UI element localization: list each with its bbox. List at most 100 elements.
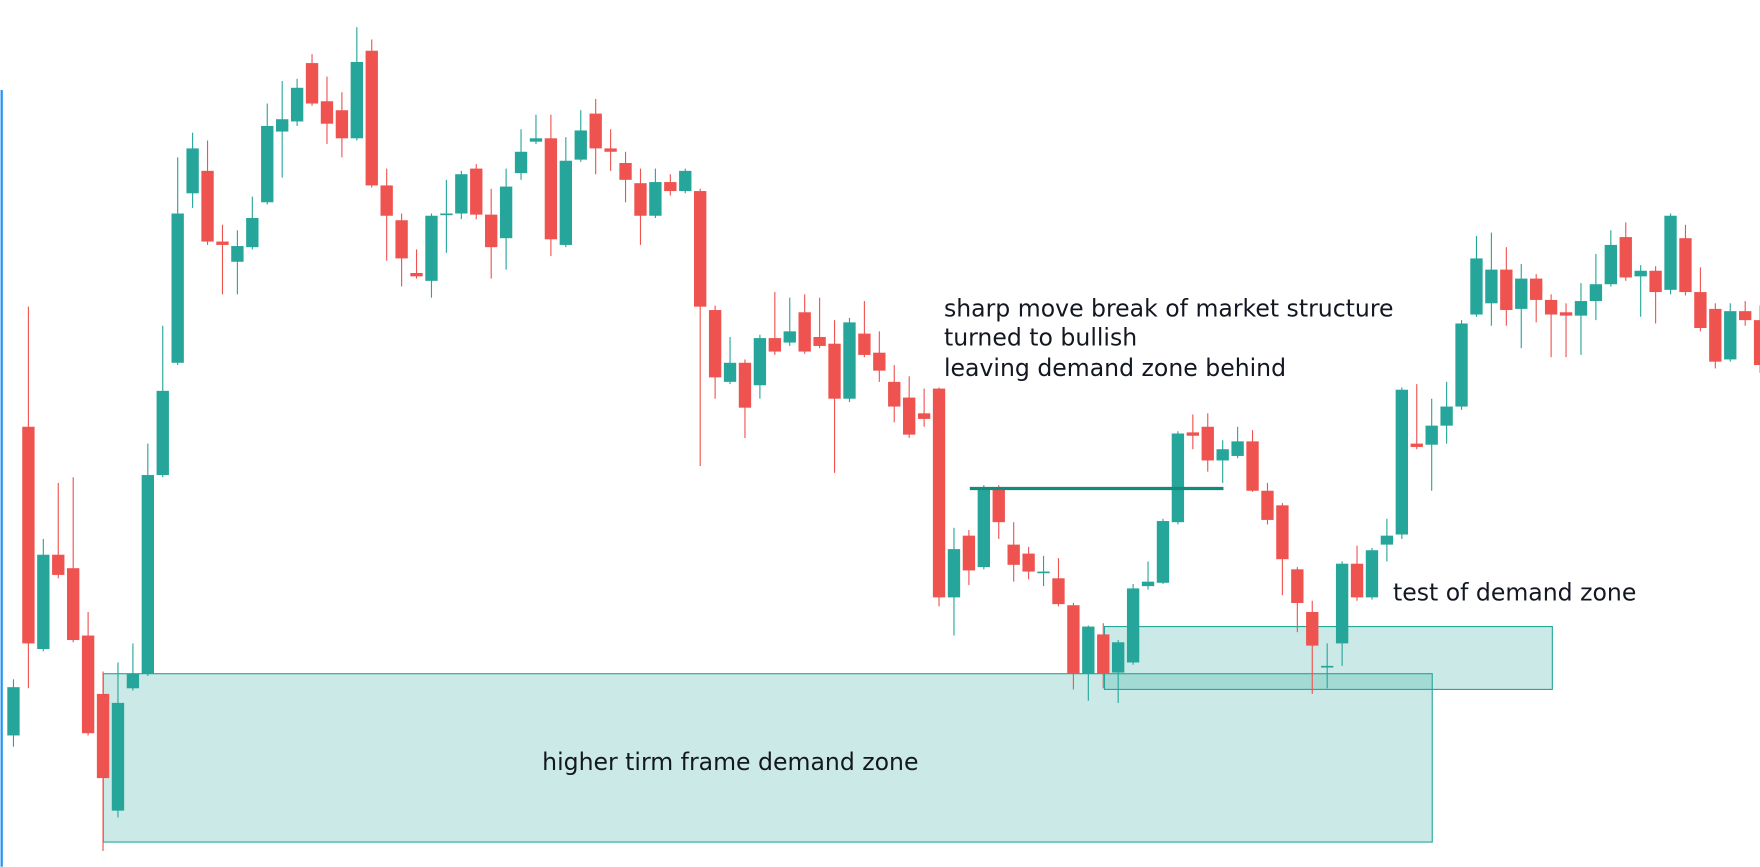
candle-body: [1350, 563, 1364, 598]
candle-body: [843, 322, 856, 399]
candle-body: [559, 160, 572, 245]
candle-body: [873, 352, 886, 371]
candle-body: [813, 336, 826, 346]
annotation: higher tirm frame demand zone: [542, 748, 918, 776]
candle-body: [1201, 426, 1214, 461]
candle-body: [1395, 389, 1408, 535]
candle-body: [156, 390, 169, 476]
candle-body: [798, 312, 811, 352]
candle-body: [22, 426, 35, 644]
candle-body: [290, 87, 304, 122]
candle-body: [1619, 237, 1632, 278]
candle-body: [395, 220, 408, 259]
candle-body: [529, 138, 543, 142]
candle-body: [753, 338, 767, 386]
candle-body: [1739, 311, 1752, 321]
candle-body: [52, 554, 65, 575]
candle-body: [619, 162, 632, 180]
candle-body: [261, 125, 274, 203]
candle-body: [1276, 505, 1289, 560]
candle-body: [231, 246, 244, 262]
candle-body: [694, 191, 707, 307]
candle-body: [888, 381, 901, 407]
candle-body: [1440, 406, 1453, 426]
candle-body: [141, 475, 154, 674]
candle-body: [1022, 553, 1035, 572]
candle-body: [499, 186, 513, 239]
candle-body: [1574, 301, 1588, 316]
candle-body: [37, 554, 50, 650]
demand-zone: [1103, 625, 1553, 690]
candle-body: [81, 635, 95, 734]
candle-body: [1530, 278, 1543, 300]
candle-body: [903, 397, 916, 435]
candle-body: [1380, 535, 1394, 545]
candle-body: [216, 241, 229, 245]
candle-body: [470, 168, 483, 215]
candle-body: [201, 170, 214, 242]
candle-body: [723, 362, 737, 382]
candle-body: [1261, 490, 1274, 520]
candle-body: [276, 119, 289, 132]
candle-body: [1649, 270, 1662, 293]
candle-body: [589, 113, 602, 149]
candle-body: [1067, 605, 1080, 674]
candle-body: [440, 213, 453, 216]
candle-body: [1156, 521, 1170, 583]
candle-body: [947, 549, 961, 598]
candle-body: [1335, 563, 1349, 644]
candle-body: [1724, 311, 1737, 360]
candle-body: [1589, 284, 1603, 302]
candle-body: [305, 63, 319, 104]
candle-body: [350, 61, 363, 139]
candle-body: [1664, 215, 1677, 290]
candle-body: [604, 148, 617, 152]
annotation: sharp move break of market structure: [944, 295, 1394, 323]
candle-body: [1321, 665, 1334, 668]
candle-body: [246, 217, 259, 248]
candle-body: [1052, 578, 1065, 605]
candle-body: [1604, 244, 1617, 285]
demand-zone: [102, 673, 1433, 843]
candle-body: [1007, 544, 1020, 565]
candle-body: [1171, 433, 1185, 523]
candle-body: [708, 310, 722, 378]
candle-body: [380, 185, 393, 216]
candle-body: [738, 362, 752, 408]
candle-body: [828, 343, 841, 399]
candle-body: [977, 487, 990, 568]
candle-body: [1216, 449, 1229, 461]
candle-body: [485, 214, 498, 248]
candle-body: [992, 487, 1005, 523]
candle-body: [1455, 323, 1468, 407]
candle-body: [1141, 581, 1155, 587]
candle-body: [1231, 441, 1244, 456]
candle-body: [634, 183, 647, 216]
candle-body: [455, 174, 468, 214]
zones: [102, 625, 1553, 843]
candle-body: [1470, 258, 1483, 315]
candle-body: [126, 673, 140, 689]
candle-body: [917, 413, 931, 419]
candle-body: [1515, 278, 1528, 309]
candle-body: [932, 388, 946, 598]
candle-body: [1112, 642, 1125, 673]
candle-body: [1082, 626, 1095, 674]
candle-body: [1097, 634, 1110, 674]
candle-body: [1037, 571, 1050, 574]
candle-body: [111, 702, 125, 811]
candle-body: [962, 535, 976, 571]
candle-body: [335, 110, 349, 139]
candle-body: [858, 333, 871, 355]
candle-body: [1291, 569, 1304, 603]
candle-body: [574, 130, 587, 160]
candle-body: [1306, 611, 1319, 646]
candles: [7, 27, 1760, 852]
annotation: leaving demand zone behind: [944, 354, 1286, 382]
candle-body: [514, 151, 528, 174]
candle-body: [1753, 320, 1760, 366]
candle-body: [544, 138, 558, 240]
